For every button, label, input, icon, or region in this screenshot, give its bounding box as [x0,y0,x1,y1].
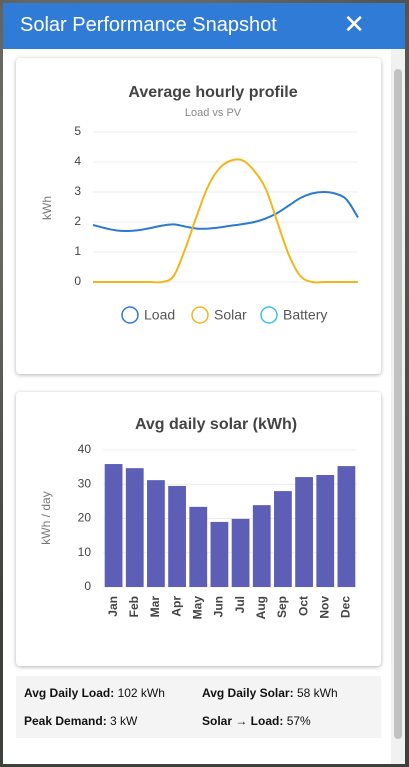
y-tick-label: 3 [74,184,81,198]
line-card: Average hourly profile Load vs PV 0 1 2 3 4 5 kW… [16,58,381,374]
x-tick-label: Oct [296,596,310,616]
y-tick-label: 40 [78,442,92,456]
stat-value: 57% [286,714,311,728]
dialog: Solar Performance Snapshot ✕ Average hou… [3,3,405,764]
chart-title: Avg daily solar (kWh) [135,416,297,433]
y-axis-label: kWh / day [39,491,53,544]
series-line [93,158,358,284]
bar [147,480,165,587]
bar [125,468,144,587]
x-tick-label: Jul [233,596,247,613]
x-tick-label: Jun [212,596,226,617]
dialog-title: Solar Performance Snapshot [20,14,277,36]
bar [295,477,313,587]
x-tick-label: Dec [339,596,353,618]
bar-card: Avg daily solar (kWh) 0 10 20 30 40 kWh / day J… [16,392,381,666]
y-tick-label: 0 [74,274,81,288]
y-tick-label: 10 [78,545,92,559]
bar [231,518,250,587]
stat: Peak Demand: 3 kW [24,714,137,728]
bar [189,506,208,587]
y-tick-label: 1 [74,244,81,258]
y-tick-label: 2 [74,214,81,228]
x-tick-label: May [190,596,204,620]
stat-label: Peak Demand: [24,714,107,728]
y-tick-label: 4 [74,154,81,168]
bar-chart: Avg daily solar (kWh) 0 10 20 30 40 kWh / day J… [39,416,357,620]
stat-value: 58 kWh [296,686,338,700]
scrollbar[interactable] [391,49,405,764]
x-tick-label: Mar [148,596,162,618]
stat-label: Avg Daily Solar: [202,686,294,700]
stat: Avg Daily Load: 102 kWh [24,686,165,700]
stats-panel: Avg Daily Load: 102 kWh Avg Daily Solar:… [16,676,381,738]
dialog-header: Solar Performance Snapshot ✕ [3,3,405,49]
scrollbar-thumb[interactable] [394,69,402,739]
stat-value: 102 kWh [117,686,165,700]
y-tick-label: 20 [78,511,92,525]
close-button[interactable]: ✕ [343,9,365,39]
chart-title: Average hourly profile [128,84,297,101]
legend-marker [260,306,278,324]
stat-label: Avg Daily Load: [24,686,115,700]
bar [316,475,335,587]
x-tick-label: Apr [169,596,183,617]
bar [337,466,356,587]
legend-marker [191,306,209,324]
chart-subtitle: Load vs PV [185,107,242,119]
stat-value: 3 kW [110,714,138,728]
x-tick-label: Nov [317,596,331,619]
bar [168,485,186,587]
x-tick-label: Jan [106,596,120,617]
series-line [92,190,359,233]
y-tick-label: 30 [78,476,92,490]
legend-label: Battery [283,307,327,323]
x-tick-label: Sep [275,596,289,618]
x-tick-label: Feb [127,596,141,617]
bar [252,505,271,587]
legend-label: Load [144,307,175,323]
bar [104,464,123,587]
stat: Avg Daily Solar: 58 kWh [202,686,338,700]
y-tick-label: 0 [84,579,91,593]
y-axis-label: kWh [40,196,54,220]
bar [274,491,292,587]
x-tick-label: Aug [254,596,268,619]
bar [210,521,229,587]
stat: Solar → Load: 57% [202,714,311,728]
stat-label: Solar → Load: [202,714,284,728]
line-chart: Average hourly profile Load vs PV 0 1 2 3 4 5 kW… [40,84,359,324]
legend-marker [121,306,139,324]
y-tick-label: 5 [74,124,81,138]
legend-label: Solar [214,307,247,323]
